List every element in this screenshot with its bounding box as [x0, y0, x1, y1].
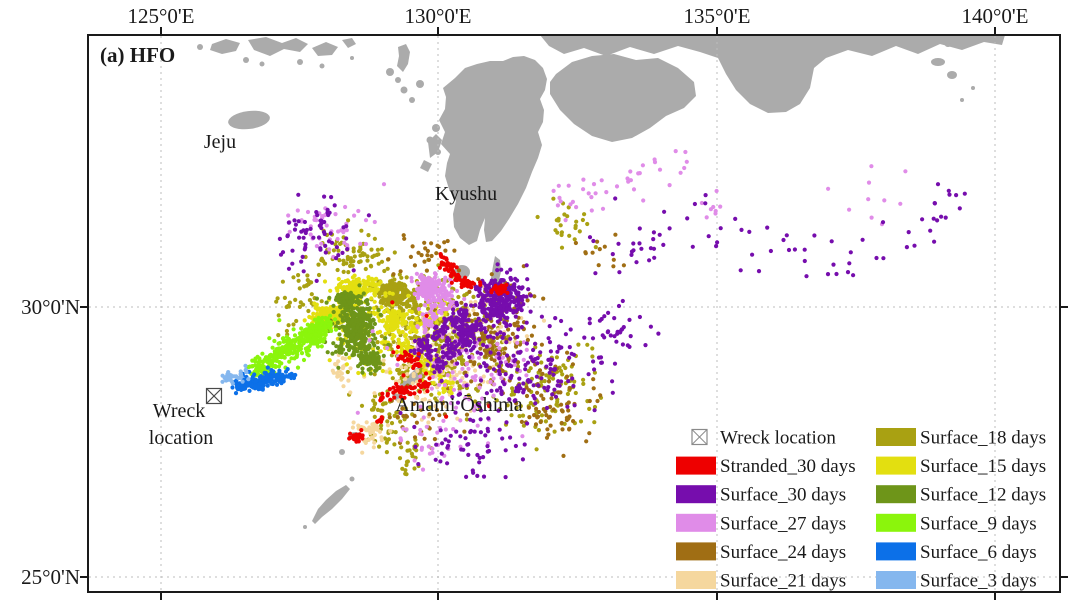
land-jeju	[228, 110, 270, 130]
legend-item-surface-9-days: Surface_9 days	[876, 513, 1037, 534]
legend-item-surface-12-days: Surface_12 days	[876, 485, 1046, 506]
legend-swatch-stranded-30-days	[676, 456, 716, 475]
land-shikoku	[550, 54, 696, 142]
axis-label-130e: 130°0'E	[404, 4, 471, 28]
particle-cluster-d30	[860, 182, 967, 261]
legend-item-surface-24-days: Surface_24 days	[676, 542, 846, 563]
axis-labels: 125°0'E 130°0'E 135°0'E 140°0'E 30°0'N 2…	[21, 4, 1028, 589]
legend-label-surface-12-days: Surface_12 days	[920, 485, 1046, 506]
particle-cluster-d27	[409, 271, 460, 316]
particle-cluster-stranded	[489, 282, 510, 296]
particle-cluster-stranded	[391, 344, 423, 371]
legend-swatch-surface-3-days	[876, 571, 916, 589]
label-wreck-line1: Wreck	[153, 400, 206, 422]
particle-cluster-d27	[826, 164, 908, 227]
particle-cluster-d18	[274, 272, 324, 338]
legend-label-surface-30-days: Surface_30 days	[720, 485, 846, 506]
legend-item-surface-30-days: Surface_30 days	[676, 485, 846, 506]
legend-item-surface-15-days: Surface_15 days	[876, 456, 1046, 477]
legend-label-surface-3-days: Surface_3 days	[920, 571, 1037, 592]
particle-cluster-d30	[559, 298, 661, 366]
label-wreck-line2: location	[149, 427, 213, 449]
particles-layer	[220, 149, 967, 480]
particle-cluster-stranded	[347, 428, 365, 444]
axis-label-125e: 125°0'E	[127, 4, 194, 28]
land-tsushima-goto	[386, 44, 441, 155]
particle-cluster-d6	[246, 379, 266, 392]
legend-swatch-surface-27-days	[676, 513, 716, 532]
map-frame	[87, 34, 1061, 593]
legend-label-surface-18-days: Surface_18 days	[920, 428, 1046, 449]
axis-ticks	[80, 27, 1068, 600]
legend-item-surface-6-days: Surface_6 days	[876, 542, 1037, 563]
legend-label-surface-21-days: Surface_21 days	[720, 571, 846, 592]
legend-swatch-surface-12-days	[876, 485, 916, 504]
land-honshu	[540, 36, 1005, 113]
particle-cluster-d30	[587, 193, 719, 276]
label-kyushu: Kyushu	[435, 183, 497, 205]
particle-cluster-d30	[277, 192, 371, 283]
particle-cluster-d30	[715, 216, 856, 279]
wreck-marker	[205, 387, 223, 405]
legend-item-wreck-location: Wreck location	[691, 428, 836, 449]
particle-cluster-stranded	[375, 415, 385, 424]
label-amami-oshima: Amami Ōshima	[395, 394, 522, 416]
particle-cluster-d9	[267, 318, 311, 375]
legend-swatch-surface-6-days	[876, 542, 916, 561]
particle-cluster-d27	[699, 188, 723, 220]
legend-swatch-surface-15-days	[876, 456, 916, 475]
legend-label-surface-24-days: Surface_24 days	[720, 542, 846, 563]
legend-label-surface-9-days: Surface_9 days	[920, 513, 1037, 534]
particle-cluster-stranded	[378, 378, 431, 403]
legend-label-surface-6-days: Surface_6 days	[920, 542, 1037, 563]
panel-title: (a) HFO	[100, 43, 175, 67]
axis-label-140e: 140°0'E	[961, 4, 1028, 28]
particle-cluster-d27	[551, 149, 689, 223]
legend-wreck-symbol-cross	[691, 429, 708, 445]
map-labels-layer: Jeju Kyushu Amami Ōshima Wreck location	[149, 131, 523, 449]
legend-swatch-surface-24-days	[676, 542, 716, 561]
axis-label-25n: 25°0'N	[21, 565, 80, 589]
particle-cluster-d24	[386, 233, 462, 277]
particle-cluster-d9	[302, 319, 328, 353]
legend-swatch-surface-18-days	[876, 428, 916, 446]
axis-label-135e: 135°0'E	[683, 4, 750, 28]
particle-cluster-d30	[439, 307, 632, 449]
legend-item-stranded-30-days: Stranded_30 days	[676, 456, 856, 477]
particle-cluster-d3	[234, 363, 251, 384]
land-okinawa	[303, 476, 355, 529]
legend-item-surface-27-days: Surface_27 days	[676, 513, 846, 534]
legend-swatch-surface-30-days	[676, 485, 716, 504]
legend-item-surface-21-days: Surface_21 days	[676, 571, 846, 592]
land-kyushu	[439, 56, 547, 245]
land-east-islets	[931, 43, 975, 102]
axis-label-30n: 30°0'N	[21, 295, 80, 319]
particle-cluster-stranded	[390, 300, 492, 419]
label-jeju: Jeju	[204, 131, 236, 153]
land-korea-islands	[197, 37, 356, 69]
legend-swatch-surface-21-days	[676, 571, 716, 589]
legend-label-stranded-30-days: Stranded_30 days	[720, 456, 856, 477]
particle-cluster-d30	[452, 313, 484, 345]
legend-item-surface-18-days: Surface_18 days	[876, 428, 1046, 449]
land-layer	[197, 36, 1005, 529]
legend-label-surface-15-days: Surface_15 days	[920, 456, 1046, 477]
legend-label-wreck-location: Wreck location	[720, 428, 836, 449]
legend-swatch-surface-9-days	[876, 513, 916, 532]
legend-item-surface-3-days: Surface_3 days	[876, 571, 1037, 592]
particle-cluster-d30	[398, 408, 526, 480]
particle-cluster-d12	[359, 344, 386, 376]
legend-label-surface-27-days: Surface_27 days	[720, 513, 846, 534]
particle-cluster-d24	[573, 232, 627, 269]
legend: Wreck location Stranded_30 days Surface_30…	[676, 428, 1046, 592]
particle-cluster-stranded	[454, 275, 483, 290]
